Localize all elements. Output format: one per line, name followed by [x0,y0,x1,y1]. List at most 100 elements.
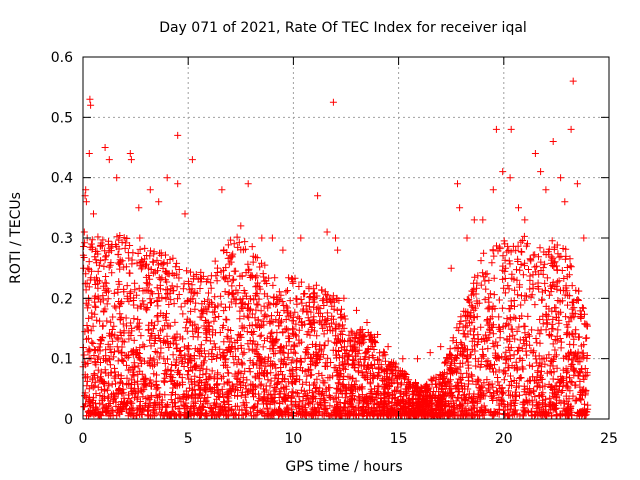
data-point [119,337,127,345]
data-point [508,270,516,278]
data-point [217,292,225,300]
data-point [267,357,275,365]
data-point [300,290,308,298]
data-point [267,369,275,377]
data-point [146,275,154,283]
data-point [123,406,131,414]
data-point [492,338,500,346]
data-point [91,346,99,354]
data-point [192,362,199,370]
data-point [473,284,480,292]
data-point [516,281,524,289]
data-point [191,320,199,328]
data-point [226,338,234,346]
data-point [538,375,546,383]
data-point [292,295,300,303]
data-point [310,298,318,306]
data-point [341,403,349,411]
data-point [195,329,202,337]
data-point [341,365,349,373]
data-point [174,295,181,303]
data-point [200,384,208,392]
data-point [279,348,287,356]
data-point [127,156,135,164]
data-point [227,334,235,342]
data-point [233,360,241,368]
data-point [471,325,479,333]
data-point [541,260,549,268]
data-point [460,342,468,350]
data-point [198,275,205,283]
data-point [271,374,279,382]
data-point [277,368,285,375]
data-point [538,296,546,304]
data-point [333,398,341,406]
data-point [355,346,363,354]
data-point [172,403,180,410]
data-point [251,374,259,382]
data-point [372,339,380,347]
data-point [370,372,378,380]
data-point [460,396,468,404]
data-point [325,412,333,420]
data-point [574,296,582,303]
data-point [176,410,184,418]
data-point [477,361,485,368]
data-point [399,399,407,407]
data-point [343,389,351,397]
data-point [499,275,507,283]
data-point [220,338,228,346]
data-point [520,322,528,330]
x-axis-label: GPS time / hours [285,459,402,475]
data-point [183,318,191,326]
data-point [197,341,205,349]
data-point [470,404,478,412]
data-point [114,335,122,343]
data-point [215,393,223,401]
data-point [545,351,553,359]
data-point [309,316,317,324]
data-point [229,250,237,258]
data-point [223,316,231,324]
data-point [243,410,251,418]
data-point [146,186,154,194]
data-point [211,313,219,321]
data-point [94,366,102,374]
data-point [183,371,191,379]
data-point [288,275,296,283]
data-point [96,392,104,399]
data-point [331,408,339,416]
data-point [183,404,191,412]
data-point [457,370,465,378]
data-point [196,376,204,384]
data-point [564,367,572,375]
data-point [380,367,388,374]
data-point [308,412,316,420]
data-point [158,294,166,302]
data-point [223,363,231,371]
data-point [224,254,232,262]
data-point [385,409,393,417]
data-point [455,402,463,410]
data-point [483,270,491,278]
data-point [136,245,144,253]
data-point [245,345,253,353]
data-point [486,290,494,298]
data-point [148,290,156,298]
data-point [329,98,337,106]
data-point [295,336,303,344]
data-point [164,338,172,345]
data-point [167,410,175,418]
data-point [123,374,131,382]
data-point [512,391,520,399]
data-point [155,198,163,206]
data-point [575,287,583,295]
data-point [376,398,384,406]
data-point [153,359,161,367]
data-point [474,331,482,339]
data-point [223,378,231,386]
data-point [257,354,265,362]
data-point [246,295,254,303]
data-point [102,273,110,280]
data-point [541,287,549,294]
